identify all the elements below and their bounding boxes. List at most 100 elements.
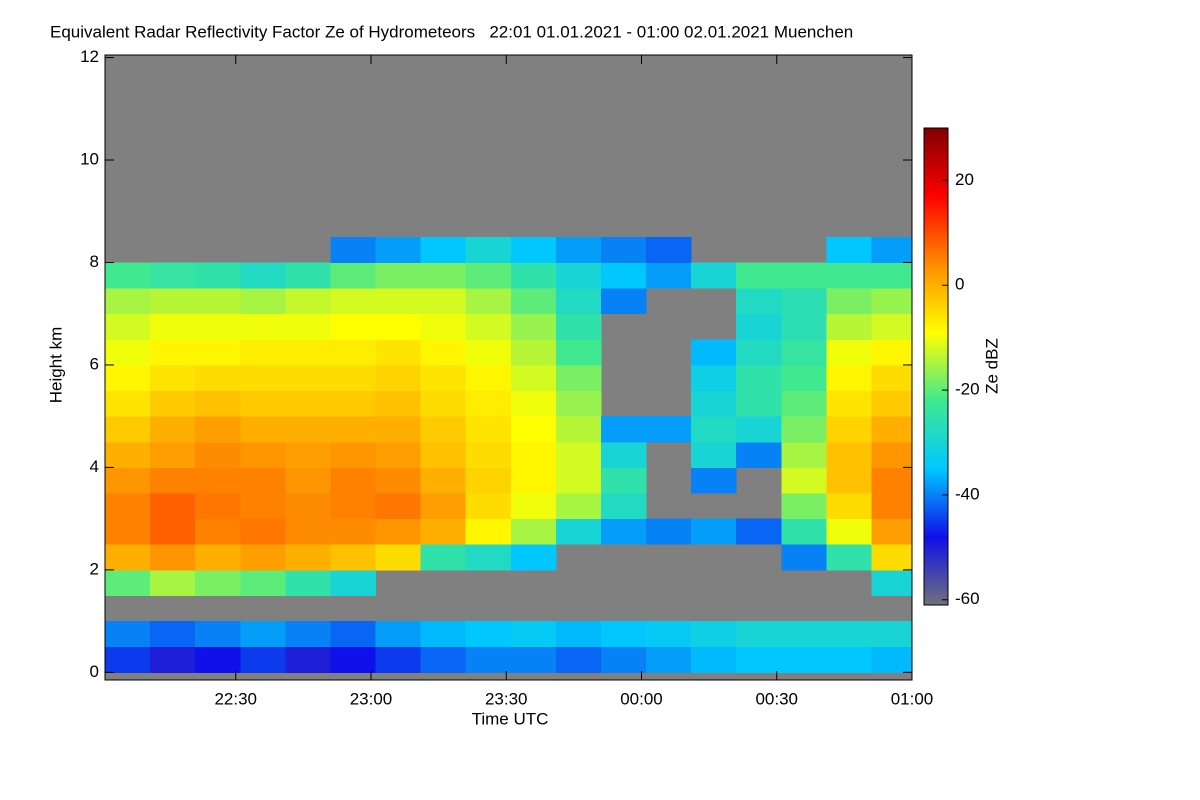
heatmap-cell — [150, 621, 196, 648]
heatmap-cell — [465, 262, 512, 289]
heatmap-cell — [555, 441, 602, 468]
heatmap-cell — [195, 467, 241, 494]
heatmap-cell — [105, 390, 151, 417]
heatmap-cell — [555, 262, 602, 289]
heatmap-cell — [646, 646, 692, 673]
heatmap-cell — [420, 621, 467, 648]
heatmap-cell — [150, 262, 196, 289]
heatmap-cell — [781, 416, 827, 443]
heatmap-cell — [195, 493, 241, 520]
heatmap-cell — [375, 313, 422, 340]
heatmap-cell — [555, 467, 602, 494]
heatmap-cell — [826, 313, 872, 340]
heatmap-cell — [510, 236, 557, 263]
heatmap-cell — [555, 416, 602, 443]
heatmap-cell — [600, 441, 647, 468]
heatmap-cell — [285, 313, 331, 340]
heatmap-cell — [375, 493, 422, 520]
heatmap-cell — [465, 313, 512, 340]
heatmap-cell — [600, 288, 647, 315]
heatmap-cell — [375, 544, 422, 571]
colorbar-tick-label: 0 — [955, 275, 964, 294]
heatmap-cell — [826, 364, 872, 392]
heatmap-cell — [510, 288, 557, 315]
heatmap-cell — [375, 390, 422, 417]
heatmap-cell — [555, 288, 602, 315]
heatmap-cell — [826, 441, 872, 468]
x-tick-label: 01:00 — [891, 689, 934, 708]
heatmap-cell — [555, 493, 602, 520]
heatmap-cell — [781, 518, 827, 545]
heatmap-cell — [736, 288, 782, 315]
heatmap-cell — [555, 621, 602, 648]
y-tick-label: 6 — [90, 354, 99, 373]
heatmap-cell — [826, 646, 872, 673]
y-tick-label: 4 — [90, 457, 99, 476]
heatmap-cell — [240, 313, 286, 340]
heatmap-cell — [330, 646, 377, 673]
heatmap-cell — [781, 390, 827, 417]
heatmap-cell — [871, 621, 913, 648]
heatmap-cell — [330, 339, 377, 366]
heatmap-cell — [150, 441, 196, 468]
heatmap-cell — [646, 262, 692, 289]
heatmap-cell — [691, 518, 737, 545]
heatmap-cell — [646, 236, 692, 263]
heatmap-cell — [600, 416, 647, 443]
y-tick-label: 0 — [90, 662, 99, 681]
x-axis-label: Time UTC — [472, 709, 549, 728]
heatmap-cell — [105, 518, 151, 545]
heatmap-cell — [510, 518, 557, 545]
heatmap-cell — [871, 339, 913, 366]
heatmap-cell — [781, 262, 827, 289]
heatmap-cell — [826, 416, 872, 443]
heatmap-cell — [240, 416, 286, 443]
colorbar-tick-label: 20 — [955, 170, 974, 189]
heatmap-cell — [600, 493, 647, 520]
heatmap-cell — [510, 364, 557, 392]
heatmap-cell — [736, 339, 782, 366]
heatmap-cell — [465, 364, 512, 392]
heatmap-cell — [285, 621, 331, 648]
heatmap-cell — [285, 544, 331, 571]
heatmap-cell — [871, 390, 913, 417]
heatmap-cell — [420, 467, 467, 494]
heatmap-cell — [781, 646, 827, 673]
heatmap-cell — [420, 262, 467, 289]
heatmap-cell — [691, 416, 737, 443]
heatmap-cell — [826, 390, 872, 417]
heatmap-cell — [465, 493, 512, 520]
heatmap-cell — [285, 493, 331, 520]
colorbar-tick-label: -20 — [955, 380, 980, 399]
heatmap-cell — [420, 236, 467, 263]
heatmap-cell — [600, 236, 647, 263]
heatmap-cell — [195, 569, 241, 596]
heatmap-cell — [826, 236, 872, 263]
heatmap-cell — [375, 262, 422, 289]
heatmap-cell — [510, 467, 557, 494]
heatmap-cell — [465, 288, 512, 315]
y-tick-label: 8 — [90, 252, 99, 271]
heatmap-cell — [105, 544, 151, 571]
heatmap-cell — [195, 416, 241, 443]
heatmap-cell — [105, 288, 151, 315]
heatmap-cell — [375, 339, 422, 366]
heatmap-cell — [195, 441, 241, 468]
heatmap-cell — [105, 313, 151, 340]
heatmap-cell — [375, 364, 422, 392]
heatmap-cell — [510, 493, 557, 520]
heatmap-cell — [195, 621, 241, 648]
heatmap-cell — [150, 288, 196, 315]
heatmap-cell — [195, 288, 241, 315]
heatmap-cell — [285, 441, 331, 468]
heatmap-cell — [375, 621, 422, 648]
y-tick-label: 2 — [90, 559, 99, 578]
heatmap-cell — [600, 467, 647, 494]
heatmap-cell — [285, 518, 331, 545]
heatmap-cell — [465, 544, 512, 571]
y-axis-label: Height km — [46, 327, 65, 404]
heatmap-cell — [375, 518, 422, 545]
heatmap-cell — [736, 621, 782, 648]
heatmap-cell — [240, 262, 286, 289]
heatmap-cell — [871, 646, 913, 673]
